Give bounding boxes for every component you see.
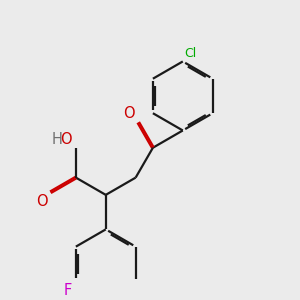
Text: Cl: Cl	[184, 47, 197, 60]
Text: O: O	[36, 194, 48, 209]
Text: O: O	[123, 106, 135, 121]
Text: F: F	[64, 283, 72, 298]
Text: H: H	[52, 132, 63, 147]
Text: O: O	[60, 132, 72, 147]
